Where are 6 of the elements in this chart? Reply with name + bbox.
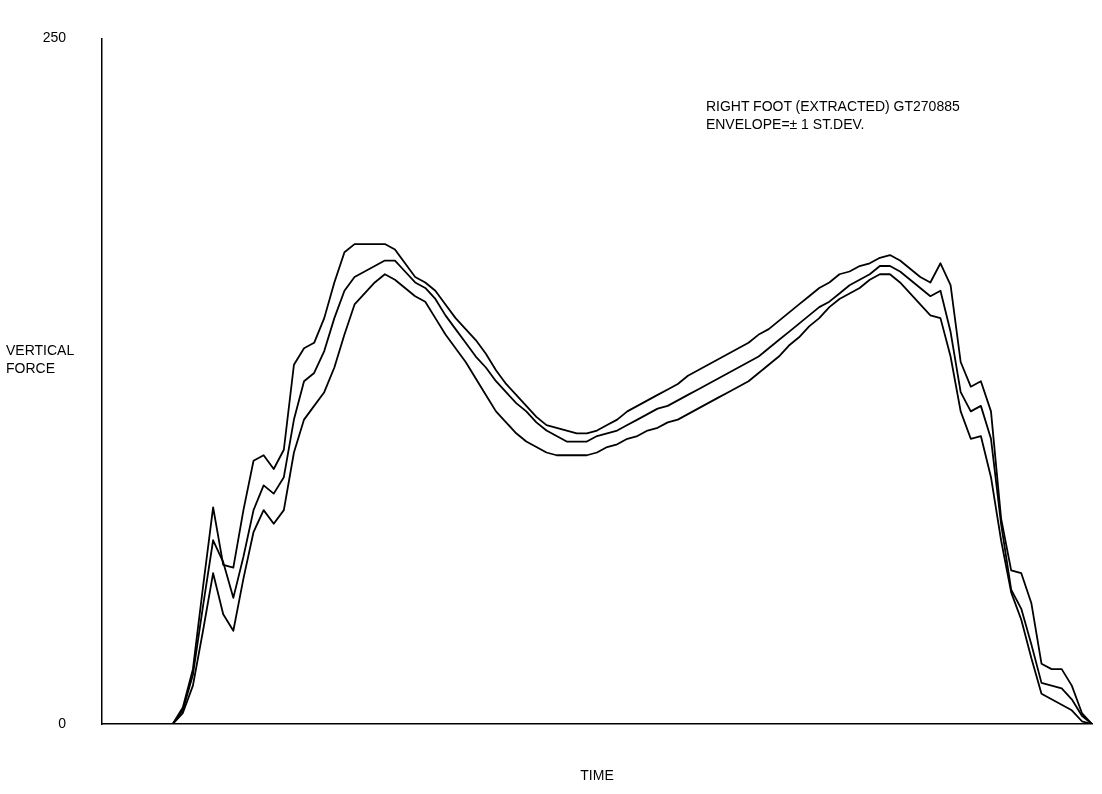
y-axis-title: VERTICAL FORCE (6, 342, 75, 377)
annotation: RIGHT FOOT (EXTRACTED) GT270885 (705, 97, 960, 114)
x-axis-title: TIME (580, 766, 614, 783)
y-tick-label: 0 (58, 714, 67, 731)
y-tick-label: 250 (42, 29, 67, 46)
annotation: ENVELOPE=± 1 ST.DEV. (705, 115, 865, 132)
